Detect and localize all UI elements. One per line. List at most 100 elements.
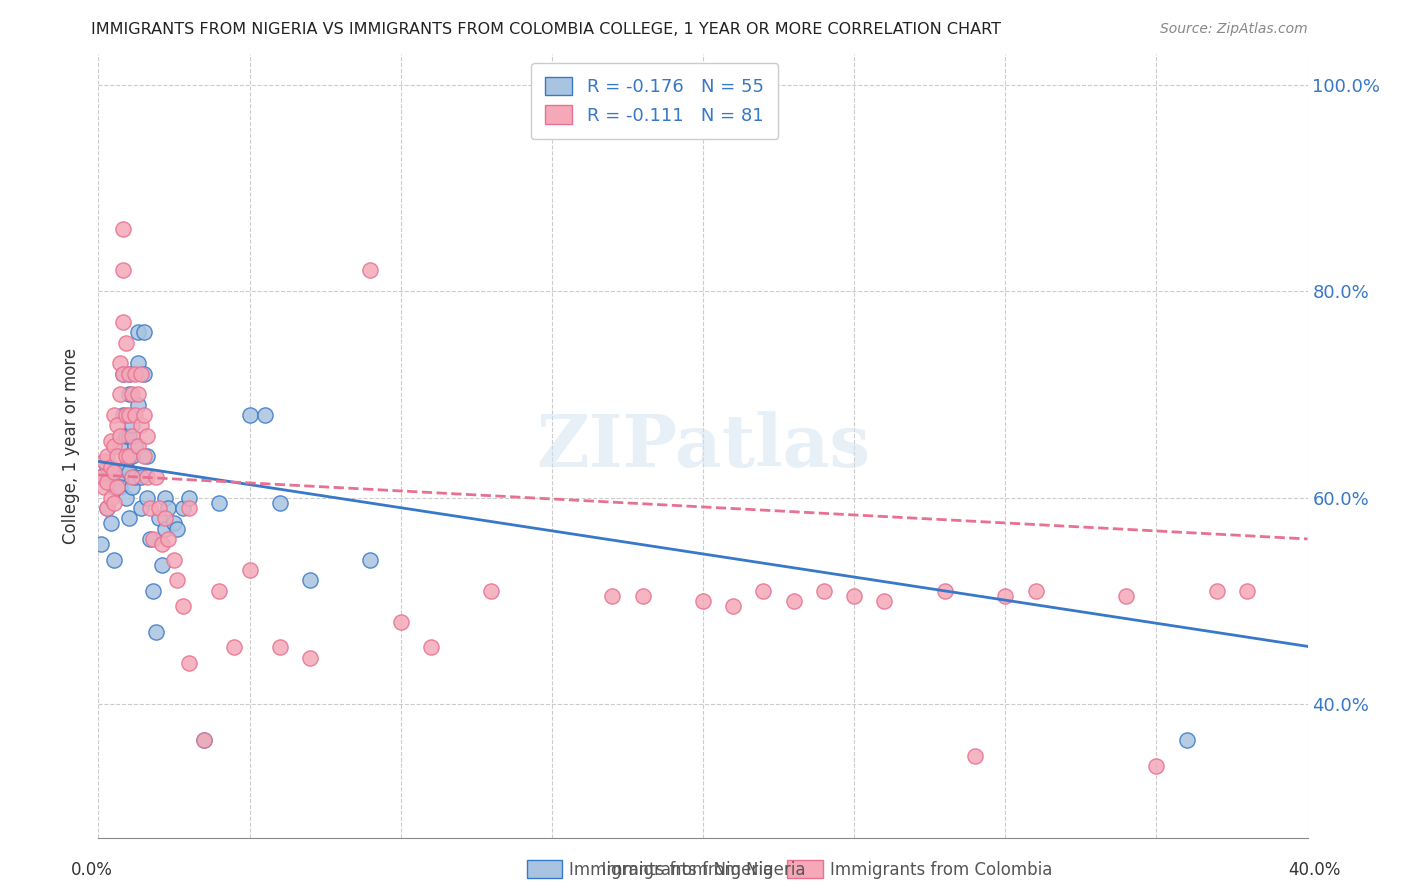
Point [389, 615, 412, 629]
Point [100, 491, 122, 505]
Point [127, 439, 149, 453]
Point [108, 428, 131, 442]
Point [153, 491, 176, 505]
Point [269, 640, 291, 655]
Point [145, 624, 167, 639]
Point [93, 480, 115, 494]
Point [103, 552, 125, 566]
Point [132, 408, 155, 422]
Text: ZIPatlas: ZIPatlas [536, 410, 870, 482]
Point [139, 500, 162, 515]
Point [105, 480, 128, 494]
Point [121, 450, 143, 464]
Point [813, 583, 835, 598]
Point [103, 439, 125, 453]
Point [111, 263, 134, 277]
Point [299, 650, 322, 665]
Point [111, 315, 134, 329]
Point [269, 496, 291, 510]
Point [108, 480, 131, 494]
Point [127, 326, 149, 340]
Point [179, 656, 201, 670]
Point [172, 599, 194, 613]
Point [111, 222, 134, 236]
Point [156, 500, 179, 515]
Point [631, 589, 654, 603]
Point [96, 459, 118, 474]
Point [90, 470, 112, 484]
Point [163, 552, 186, 566]
Point [90, 470, 112, 484]
Point [752, 583, 775, 598]
Point [129, 418, 152, 433]
Point [224, 640, 246, 655]
Point [239, 408, 262, 422]
Point [150, 558, 173, 572]
Point [96, 450, 118, 464]
Point [783, 594, 806, 608]
Point [121, 480, 143, 494]
Point [299, 574, 322, 588]
Point [153, 522, 176, 536]
Point [166, 522, 188, 536]
Text: 40.0%: 40.0% [1288, 861, 1341, 879]
Point [118, 511, 141, 525]
Text: Immigrants from Nigeria: Immigrants from Nigeria [591, 861, 806, 879]
Text: Immigrants from Nigeria: Immigrants from Nigeria [569, 861, 773, 879]
Point [193, 733, 215, 747]
Point [111, 367, 134, 381]
Text: Immigrants from Colombia: Immigrants from Colombia [830, 861, 1052, 879]
Point [193, 733, 215, 747]
Point [114, 428, 136, 442]
Point [105, 450, 128, 464]
Point [105, 418, 128, 433]
Point [103, 465, 125, 479]
Point [163, 516, 186, 531]
Point [114, 335, 136, 350]
Point [114, 450, 136, 464]
Point [127, 356, 149, 370]
Point [96, 475, 118, 490]
Point [108, 356, 131, 370]
Point [1024, 583, 1046, 598]
Point [934, 583, 956, 598]
Point [153, 511, 176, 525]
Text: IMMIGRANTS FROM NIGERIA VS IMMIGRANTS FROM COLOMBIA COLLEGE, 1 YEAR OR MORE CORR: IMMIGRANTS FROM NIGERIA VS IMMIGRANTS FR… [91, 22, 1001, 37]
Point [111, 367, 134, 381]
Point [1115, 589, 1137, 603]
Point [100, 434, 122, 448]
Point [127, 387, 149, 401]
Point [135, 450, 157, 464]
Point [179, 491, 201, 505]
Point [114, 408, 136, 422]
Point [166, 574, 188, 588]
Point [172, 500, 194, 515]
Point [129, 500, 152, 515]
Point [602, 589, 624, 603]
Point [873, 594, 896, 608]
Point [208, 583, 231, 598]
Point [994, 589, 1017, 603]
Point [124, 367, 146, 381]
Point [121, 428, 143, 442]
Point [129, 367, 152, 381]
Point [179, 500, 201, 515]
Text: 0.0%: 0.0% [70, 861, 112, 879]
Point [118, 408, 141, 422]
Point [253, 408, 276, 422]
Point [118, 387, 141, 401]
Point [124, 408, 146, 422]
Point [239, 563, 262, 577]
Point [135, 428, 157, 442]
Point [121, 418, 143, 433]
Point [108, 439, 131, 453]
Point [142, 532, 165, 546]
Point [93, 454, 115, 468]
Point [100, 516, 122, 531]
Point [150, 537, 173, 551]
Point [139, 532, 162, 546]
Point [135, 470, 157, 484]
Point [135, 491, 157, 505]
Point [96, 500, 118, 515]
Point [420, 640, 443, 655]
